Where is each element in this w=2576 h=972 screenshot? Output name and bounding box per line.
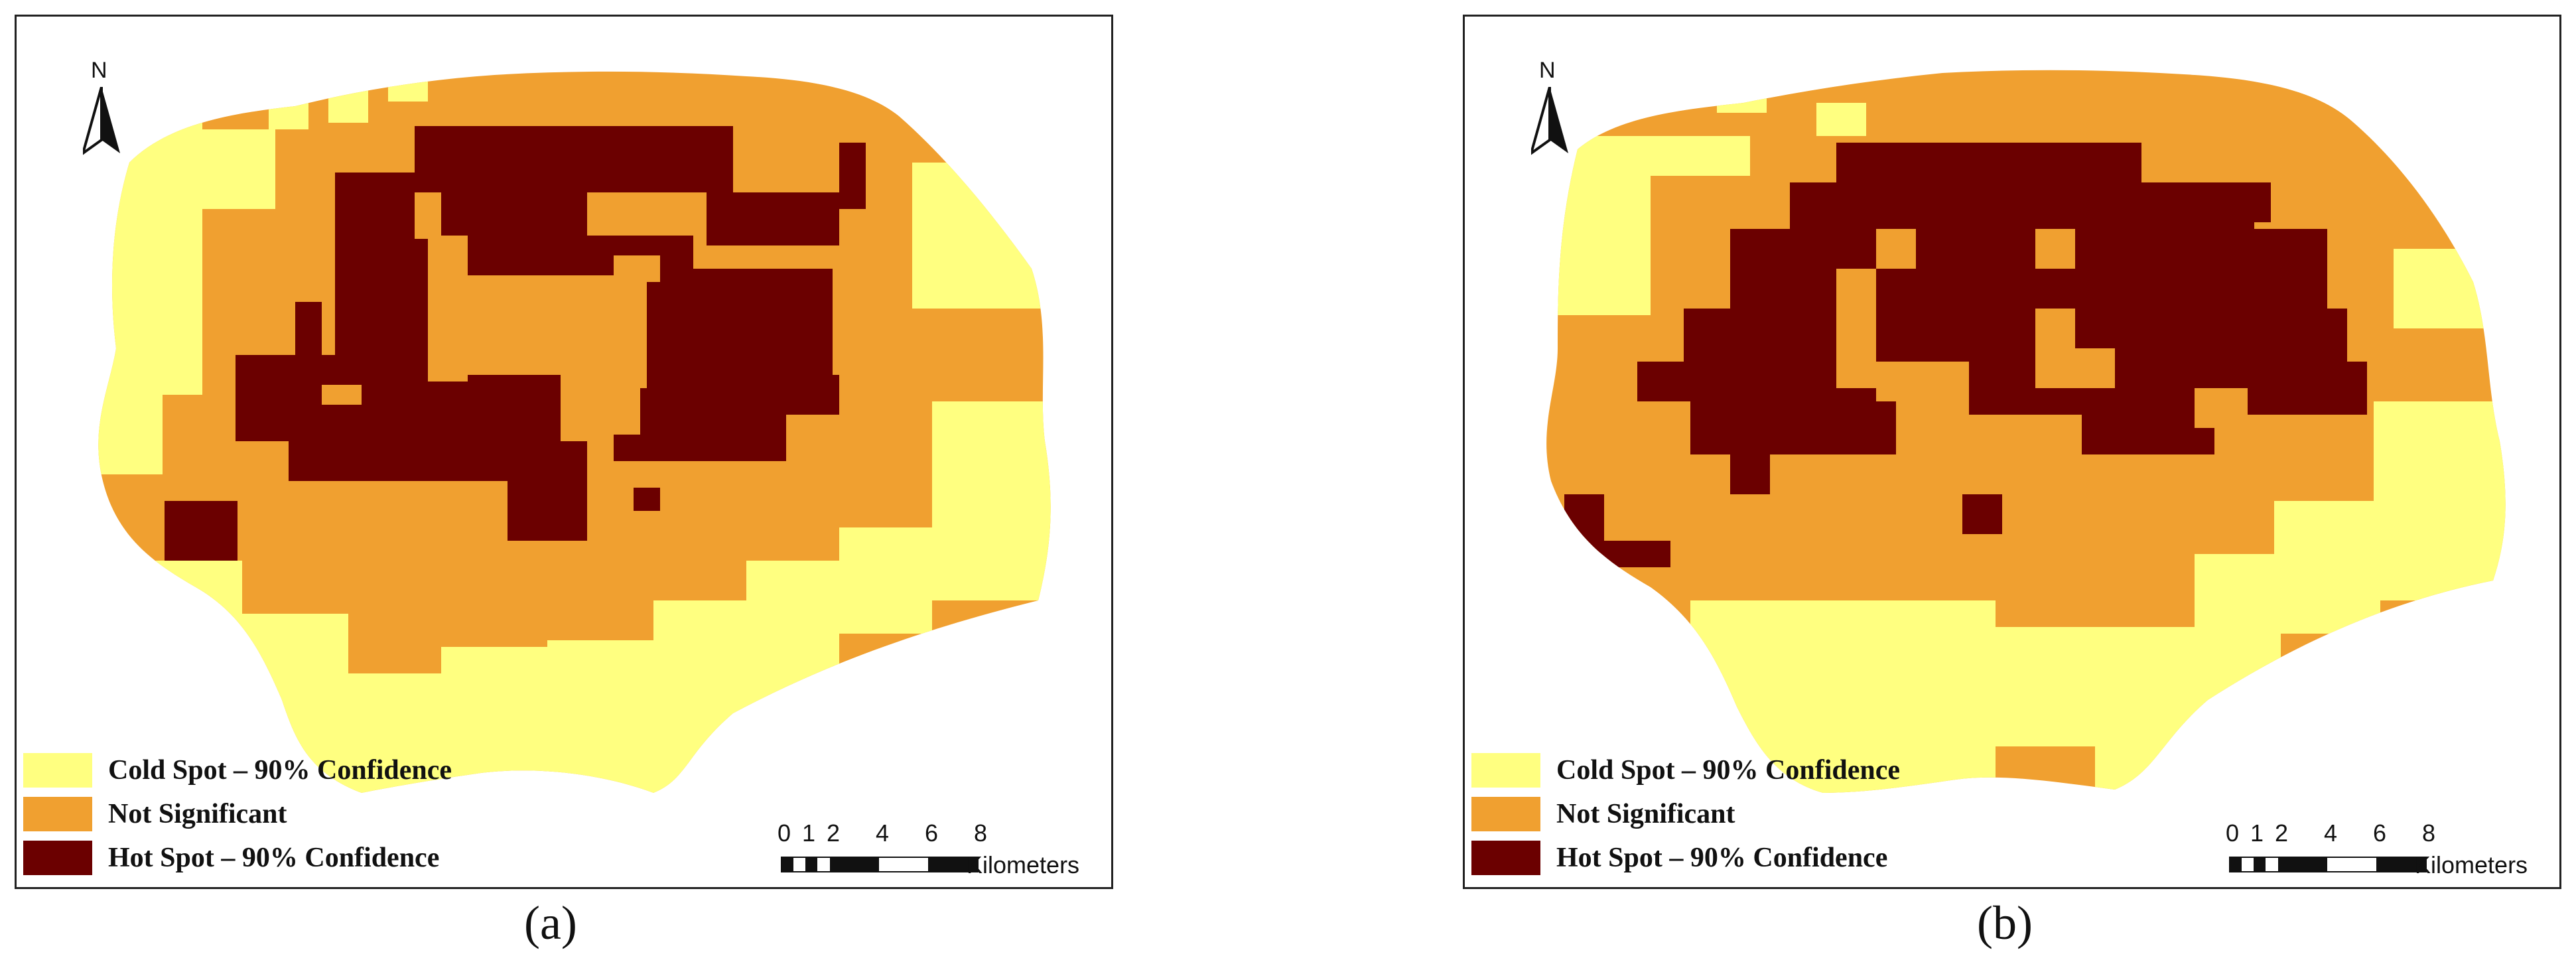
north-label: N — [1539, 58, 1556, 83]
hot-swatch — [1471, 841, 1540, 875]
scale-bar-graphic — [2229, 857, 2427, 872]
scale-tick: 0 — [2225, 819, 2240, 847]
legend-label-not-significant: Not Significant — [108, 799, 287, 829]
legend-label-not-significant: Not Significant — [1556, 799, 1735, 829]
scale-tick: 1 — [801, 819, 816, 847]
legend-item-not-significant: Not Significant — [23, 792, 452, 836]
scale-tick: 8 — [973, 819, 988, 847]
scale-tick: 2 — [826, 819, 841, 847]
interior-not-significant — [322, 192, 660, 435]
legend-item-hot: Hot Spot – 90% Confidence — [23, 836, 452, 880]
scale-bar: 0 1 2 4 6 8 Kilometers — [764, 819, 1109, 879]
map-a — [98, 71, 1051, 793]
north-arrow-icon — [1531, 87, 1568, 155]
scale-bar: 0 1 2 4 6 8 Kilometers — [2212, 819, 2557, 879]
legend-item-hot: Hot Spot – 90% Confidence — [1471, 836, 1900, 880]
caption-b: (b) — [1977, 896, 2033, 949]
scale-tick: 6 — [2372, 819, 2387, 847]
legend-item-cold: Cold Spot – 90% Confidence — [1471, 748, 1900, 792]
scale-bar-graphic — [781, 857, 979, 872]
legend: Cold Spot – 90% Confidence Not Significa… — [1471, 748, 1900, 880]
north-label: N — [91, 58, 107, 83]
interior-not-significant — [1836, 229, 2248, 454]
scale-tick: 4 — [875, 819, 890, 847]
map-panel-a: N Cold Spot – 90% Confidence Not Signifi… — [15, 15, 1113, 889]
map-b — [1546, 70, 2506, 793]
scale-tick: 6 — [924, 819, 939, 847]
legend-label-hot: Hot Spot – 90% Confidence — [108, 843, 440, 873]
north-arrow: N — [76, 58, 129, 164]
not-significant-swatch — [1471, 797, 1540, 831]
scale-tick: 8 — [2421, 819, 2436, 847]
map-panel-b: N Cold Spot – 90% Confidence Not Signifi… — [1463, 15, 2561, 889]
scale-tick: 1 — [2250, 819, 2264, 847]
hot-swatch — [23, 841, 92, 875]
scale-tick: 2 — [2274, 819, 2289, 847]
legend-label-cold: Cold Spot – 90% Confidence — [1556, 755, 1901, 786]
not-significant-swatch — [23, 797, 92, 831]
hot-spot-zones — [165, 126, 866, 561]
scale-unit: Kilometers — [2415, 851, 2528, 878]
scale-tick: 4 — [2323, 819, 2338, 847]
legend-item-cold: Cold Spot – 90% Confidence — [23, 748, 452, 792]
north-arrow-icon — [83, 87, 120, 155]
legend-label-cold: Cold Spot – 90% Confidence — [108, 755, 452, 786]
caption-a: (a) — [524, 896, 577, 949]
legend-label-hot: Hot Spot – 90% Confidence — [1556, 843, 1888, 873]
scale-unit: Kilometers — [967, 851, 1080, 878]
cold-swatch — [23, 753, 92, 788]
legend-item-not-significant: Not Significant — [1471, 792, 1900, 836]
north-arrow: N — [1525, 58, 1578, 164]
cold-swatch — [1471, 753, 1540, 788]
scale-tick: 0 — [777, 819, 791, 847]
legend: Cold Spot – 90% Confidence Not Significa… — [23, 748, 452, 880]
